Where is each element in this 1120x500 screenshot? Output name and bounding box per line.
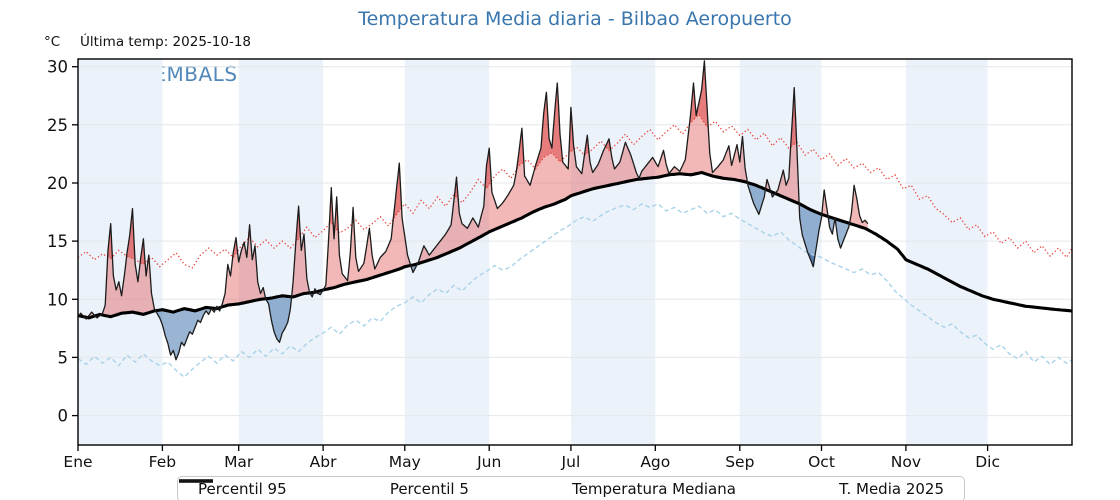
chart-title: Temperatura Media diaria - Bilbao Aeropu…: [358, 8, 792, 30]
y-tick-label: 0: [58, 407, 69, 426]
x-tick-label-Ago: Ago: [640, 453, 670, 471]
last-temp-label: Última temp: 2025-10-18: [80, 34, 252, 50]
legend-label: T. Media 2025: [839, 480, 944, 498]
y-tick-label: 30: [47, 58, 68, 77]
legend-item-percentil-5: Percentil 5: [179, 480, 469, 498]
x-tick-label-Jun: Jun: [476, 453, 501, 471]
month-band-Nov: [905, 59, 988, 445]
y-tick-label: 20: [47, 174, 68, 193]
x-tick-label-Dic: Dic: [975, 453, 1000, 471]
legend-item-t-media-2025: T. Media 2025: [179, 480, 944, 498]
y-tick-label: 15: [47, 232, 68, 251]
legend-swatch-icon: [179, 480, 213, 482]
legend-label: Percentil 95: [198, 480, 287, 498]
month-band-Mar: [238, 59, 324, 445]
plot-border: [77, 58, 1073, 446]
y-axis-unit-label: °C: [44, 34, 61, 50]
y-tick-label: 25: [47, 116, 68, 135]
series-line-percentil-5: [77, 203, 1073, 379]
legend-label: Percentil 5: [389, 480, 469, 498]
x-tick-label-Sep: Sep: [725, 453, 754, 471]
legend-item-temperatura-mediana: Temperatura Mediana: [179, 479, 736, 498]
y-tick-label: 5: [58, 348, 69, 367]
series-line-t-media-2025: [77, 60, 869, 361]
month-band-Jul: [570, 59, 656, 445]
x-tick-label-May: May: [389, 453, 421, 471]
x-tick-label-Feb: Feb: [149, 453, 176, 471]
series-line-percentil-95: [77, 113, 1073, 269]
x-tick-label-Jul: Jul: [561, 453, 581, 471]
y-tick-label: 10: [47, 290, 68, 309]
month-band-Ene: [78, 59, 163, 445]
fill-below-median: [78, 172, 868, 360]
x-tick-label-Abr: Abr: [310, 453, 337, 471]
legend: Percentil 95 Percentil 5 Temperatura Media…: [177, 476, 965, 500]
legend-label: Temperatura Mediana: [572, 480, 736, 498]
series-line-mediana: [77, 170, 1073, 320]
x-tick-label-Nov: Nov: [891, 453, 921, 471]
x-tick-label-Mar: Mar: [224, 453, 254, 471]
x-tick-label-Ene: Ene: [63, 453, 92, 471]
x-tick-label-Oct: Oct: [808, 453, 835, 471]
